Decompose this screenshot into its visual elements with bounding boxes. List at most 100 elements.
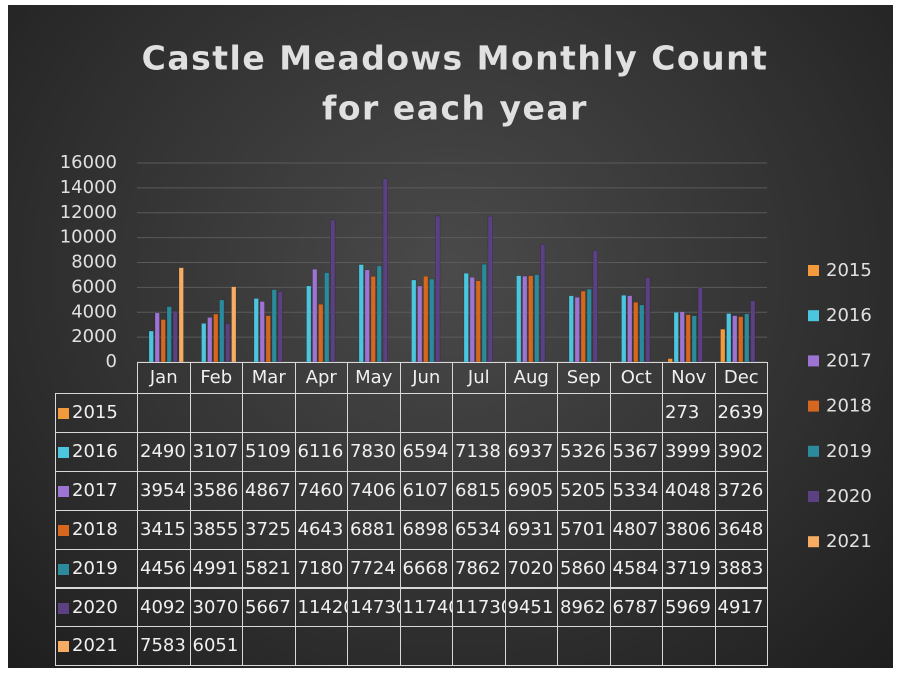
table-value (294, 626, 348, 667)
row-label: 2015 (72, 402, 118, 423)
table-row-key: 2019 (55, 548, 138, 589)
y-tick-label: 14000 (60, 177, 117, 198)
table-value: 3902 (714, 431, 768, 472)
table-value (662, 626, 716, 667)
table-value (504, 626, 558, 667)
bar (522, 275, 528, 363)
table-value: 11740 (399, 587, 453, 628)
table-header: Feb (189, 362, 243, 394)
bar (738, 316, 744, 363)
bar (318, 304, 324, 363)
legend-swatch (808, 445, 819, 457)
bar (370, 276, 376, 363)
table-value (294, 393, 348, 433)
table-value: 3586 (189, 470, 243, 511)
bar (277, 291, 283, 363)
bar (265, 315, 271, 363)
table-value: 5326 (557, 431, 611, 472)
bar (253, 298, 259, 363)
table-value: 7020 (504, 548, 558, 589)
table-value: 3415 (137, 509, 191, 550)
table-value: 6116 (294, 431, 348, 472)
table-row-key: 2020 (55, 587, 138, 628)
legend-swatch (808, 310, 819, 322)
bar (697, 287, 703, 363)
table-value: 3999 (662, 431, 716, 472)
chart-title: Castle Meadows Monthly Count (142, 39, 769, 78)
table-value: 6787 (609, 587, 663, 628)
bar (172, 310, 178, 363)
table-value (347, 626, 401, 667)
legend-swatch (808, 355, 819, 367)
bar (271, 289, 277, 363)
legend-swatch (808, 265, 819, 276)
bar (744, 313, 750, 363)
bar (685, 314, 691, 363)
table-value: 4092 (137, 587, 191, 628)
table-header: Nov (662, 362, 716, 394)
y-tick-label: 2000 (71, 326, 117, 347)
bar (516, 275, 522, 363)
bar (487, 215, 493, 363)
table-value (242, 626, 296, 667)
bar (306, 285, 312, 363)
table-value: 3855 (189, 509, 243, 550)
table-header: Jan (137, 362, 191, 394)
table-value: 7830 (347, 431, 401, 472)
y-tick-label: 16000 (60, 152, 117, 173)
table-value: 7724 (347, 548, 401, 589)
bar (726, 313, 732, 363)
table-header: Jun (399, 362, 453, 394)
bar (330, 219, 336, 363)
bar (645, 277, 651, 363)
bar (376, 265, 382, 363)
bar (667, 358, 673, 363)
bar (463, 272, 469, 363)
bar (324, 272, 330, 363)
table-row-key: 2018 (55, 509, 138, 550)
table-value (399, 393, 453, 433)
table-value: 6594 (399, 431, 453, 472)
table-value: 4991 (189, 548, 243, 589)
table-value: 2639 (714, 393, 768, 433)
table-value: 6898 (399, 509, 453, 550)
table-value: 8962 (557, 587, 611, 628)
table-value: 5667 (242, 587, 296, 628)
bar (364, 269, 370, 363)
table-value: 3107 (189, 431, 243, 472)
row-label: 2017 (72, 479, 118, 501)
bar (148, 330, 154, 363)
bar (219, 299, 225, 363)
table-row-key: 2021 (55, 626, 138, 667)
table-value: 3648 (714, 509, 768, 550)
table-value: 7460 (294, 470, 348, 511)
table-value: 3806 (662, 509, 716, 550)
table-header: Dec (714, 362, 768, 394)
table-value: 6668 (399, 548, 453, 589)
table-value (504, 393, 558, 433)
table-value: 3954 (137, 470, 191, 511)
bar (574, 297, 580, 363)
table-value (399, 626, 453, 667)
table-value (557, 626, 611, 667)
bar (429, 278, 435, 363)
table-value: 4643 (294, 509, 348, 550)
table-value: 6107 (399, 470, 453, 511)
bar (568, 295, 574, 363)
table-value: 5334 (609, 470, 663, 511)
y-tick-label: 10000 (60, 227, 117, 248)
bar (586, 288, 592, 363)
bar (750, 300, 756, 363)
table-row-key: 2015 (55, 393, 138, 433)
table-header: Aug (504, 362, 558, 394)
table-row-key: 2017 (55, 470, 138, 511)
table-value: 3070 (189, 587, 243, 628)
table-value: 3719 (662, 548, 716, 589)
legend-label: 2015 (826, 260, 872, 281)
table-value: 7138 (452, 431, 506, 472)
table-value (714, 626, 768, 667)
bar (633, 301, 639, 363)
bar (166, 306, 172, 363)
legend-label: 2021 (826, 531, 872, 552)
